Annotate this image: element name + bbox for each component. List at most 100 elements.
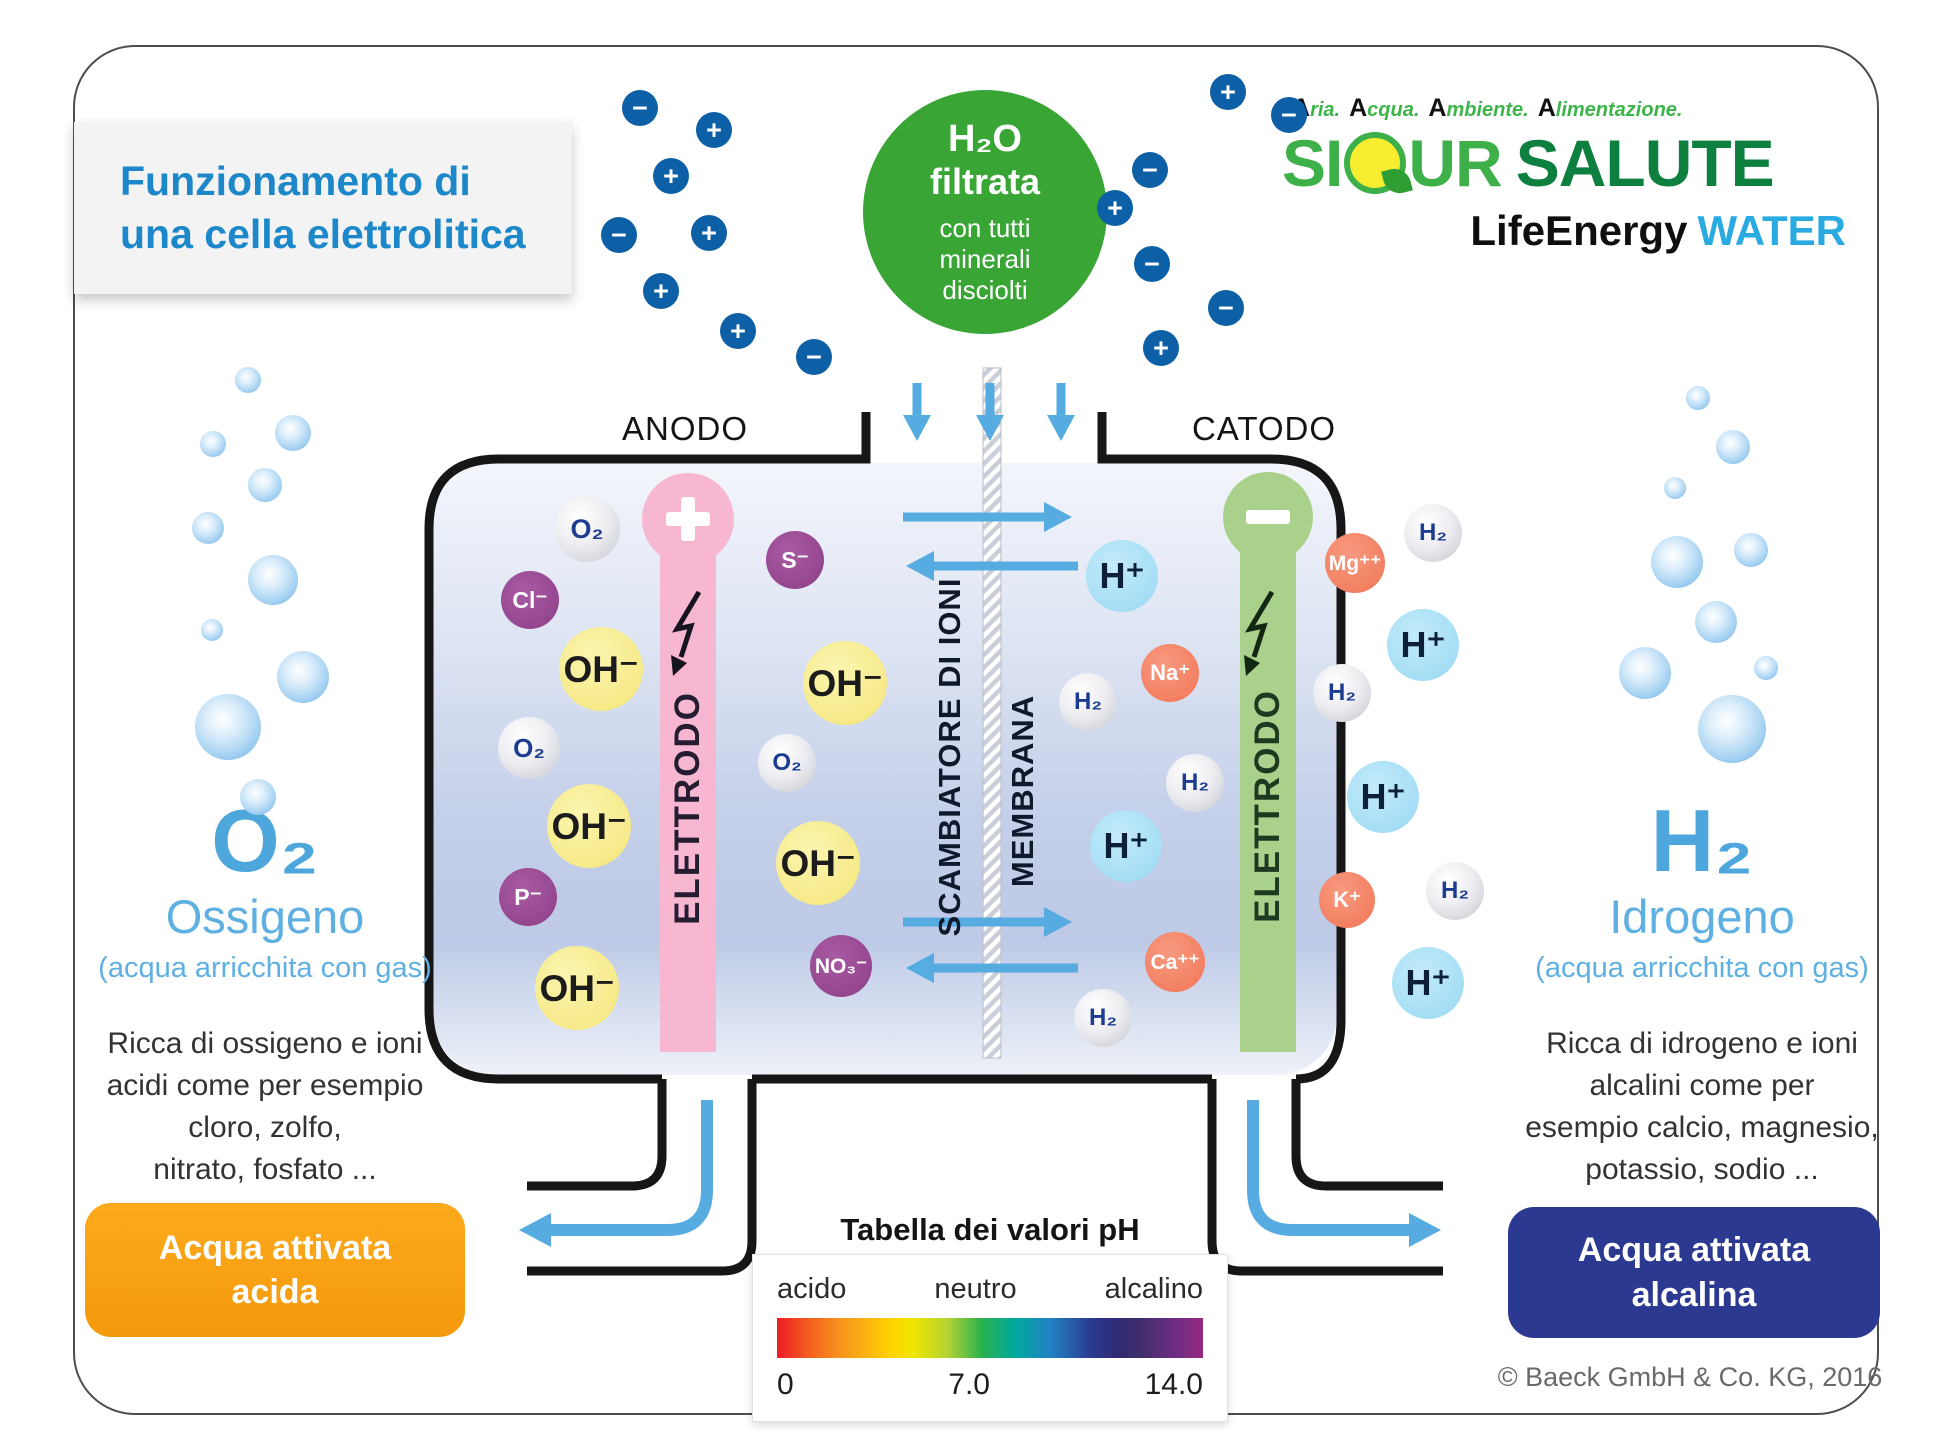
ion-circle: Mg⁺⁺ [1325, 533, 1385, 593]
gas-bubble [1695, 601, 1737, 643]
gas-bubble [1754, 656, 1778, 680]
ion-label: H₂ [1328, 679, 1356, 706]
ion-label: S⁻ [781, 546, 809, 573]
copyright-text: © Baeck GmbH & Co. KG, 2016 [1497, 1362, 1883, 1392]
brand-salute: SALUTE [1515, 126, 1775, 200]
ion-circle: H₂ [1059, 673, 1117, 731]
gas-bubble [248, 468, 282, 502]
gas-bubble [1686, 386, 1710, 410]
membrane-strip [982, 367, 1002, 1059]
h2o-formula: H₂O [948, 118, 1022, 161]
charge-sign: − [1142, 154, 1158, 185]
logo-tagline-word: Ambiente. [1428, 94, 1529, 122]
oxygen-description: Ricca di ossigeno e ioni acidi come per … [62, 1023, 468, 1191]
oxygen-subtitle: (acqua arricchita con gas) [98, 952, 432, 985]
cathode-electrode [1223, 472, 1313, 1052]
ion-circle: OH⁻ [803, 641, 887, 725]
ion-circle: Cl⁻ [501, 571, 559, 629]
lightning-icon [1244, 590, 1275, 676]
brand-ur: UR [1408, 126, 1502, 200]
ion-circle: P⁻ [499, 868, 557, 926]
h2o-sub1: con tutti [939, 213, 1031, 244]
gas-bubble [200, 431, 226, 457]
gas-bubble [1734, 533, 1768, 567]
ion-label: H⁺ [1400, 624, 1446, 665]
ion-circle: OH⁻ [776, 821, 860, 905]
charge-sign: + [730, 315, 746, 346]
ion-circle: H⁺ [1090, 810, 1162, 882]
ion-circle: H₂ [1426, 862, 1484, 920]
acid-water-flow-arrow [519, 1100, 713, 1247]
ion-circle: O₂ [758, 734, 816, 792]
gas-bubble [277, 651, 329, 703]
ion-circle: Ca⁺⁺ [1145, 932, 1205, 992]
hydrogen-desc-line: potassio, sodio ... [1585, 1153, 1819, 1187]
anode-electrode-label: ELETTRODO [668, 691, 707, 925]
subbrand-water: WATER [1697, 207, 1846, 254]
hydrogen-description: Ricca di idrogeno e ioni alcalini come p… [1499, 1023, 1905, 1191]
ion-circle: H⁺ [1086, 540, 1158, 612]
brand-si: SI [1282, 126, 1343, 200]
charge-dot: − [1271, 97, 1307, 133]
charge-sign: − [1281, 99, 1297, 130]
ion-label: OH⁻ [780, 842, 856, 884]
ph-value-max: 14.0 [1144, 1368, 1203, 1401]
charge-dot: + [1097, 190, 1133, 226]
gas-bubble [248, 555, 298, 605]
charge-dot: + [691, 215, 727, 251]
ion-label: K⁺ [1333, 887, 1361, 912]
h2o-sub2: minerali [939, 244, 1031, 275]
charge-dot: − [601, 217, 637, 253]
ion-label: OH⁻ [563, 648, 639, 690]
cathode-label: CATODO [1191, 410, 1337, 447]
ion-label: Na⁺ [1150, 660, 1190, 685]
lightning-icon [671, 590, 702, 676]
ion-label: H⁺ [1099, 555, 1145, 596]
oxygen-desc-line: nitrato, fosfato ... [153, 1153, 377, 1187]
h2o-sub3: disciolti [942, 274, 1028, 305]
logo-tagline: Aria.Acqua.Ambiente.Alimentazione. [1282, 94, 1848, 123]
alkaline-box-line1: Acqua attivata [1577, 1231, 1811, 1270]
ph-table-title: Tabella dei valori pH [840, 1212, 1140, 1247]
charge-sign: − [611, 219, 627, 250]
hydrogen-name: Idrogeno [1609, 890, 1795, 944]
charge-sign: + [1220, 76, 1236, 107]
page-title-line2: una cella elettrolitica [120, 211, 526, 257]
charge-dot: − [1134, 246, 1170, 282]
brand-logo: Aria.Acqua.Ambiente.Alimentazione. SI UR… [1282, 94, 1848, 255]
hydrogen-desc-line: alcalini come per [1589, 1069, 1815, 1103]
ion-circle: OH⁻ [559, 627, 643, 711]
ion-label: H⁺ [1103, 825, 1149, 866]
charge-sign: + [1107, 192, 1123, 223]
alkaline-water-box: Acqua attivata alcalina [1508, 1207, 1880, 1338]
hydrogen-panel: H₂ Idrogeno (acqua arricchita con gas) R… [1499, 791, 1905, 1191]
oxygen-desc-line: Ricca di ossigeno e ioni [107, 1027, 423, 1061]
ion-circle: S⁻ [766, 531, 824, 589]
ion-circle: H⁺ [1392, 947, 1464, 1019]
charge-sign: + [663, 160, 679, 191]
charge-dot: − [1132, 152, 1168, 188]
anode-electrode [642, 473, 734, 1052]
hydrogen-formula: H₂ [1650, 791, 1754, 890]
oxygen-desc-line: acidi come per esempio [106, 1069, 424, 1103]
charge-dot: − [1208, 290, 1244, 326]
ion-label: OH⁻ [807, 662, 883, 704]
ph-label-alkaline: alcalino [1104, 1273, 1203, 1305]
oxygen-desc-line: cloro, zolfo, [188, 1111, 342, 1145]
gas-bubble [1664, 477, 1686, 499]
ph-value-mid: 7.0 [948, 1368, 990, 1401]
charge-dot: + [1210, 74, 1246, 110]
anode-label: ANODO [621, 410, 749, 447]
gas-bubble [1619, 647, 1671, 699]
ion-circle: H₂ [1404, 504, 1462, 562]
subbrand-lifeenergy: LifeEnergy [1470, 207, 1688, 254]
hydrogen-desc-line: Ricca di idrogeno e ioni [1546, 1027, 1858, 1061]
gas-bubble [195, 694, 261, 760]
ion-label: Ca⁺⁺ [1150, 950, 1200, 974]
acid-box-line1: Acqua attivata [158, 1228, 392, 1267]
ion-circle: K⁺ [1319, 872, 1375, 928]
ion-circle: H₂ [1313, 664, 1371, 722]
ion-label: NO₃⁻ [814, 954, 868, 978]
gas-bubble [235, 367, 261, 393]
